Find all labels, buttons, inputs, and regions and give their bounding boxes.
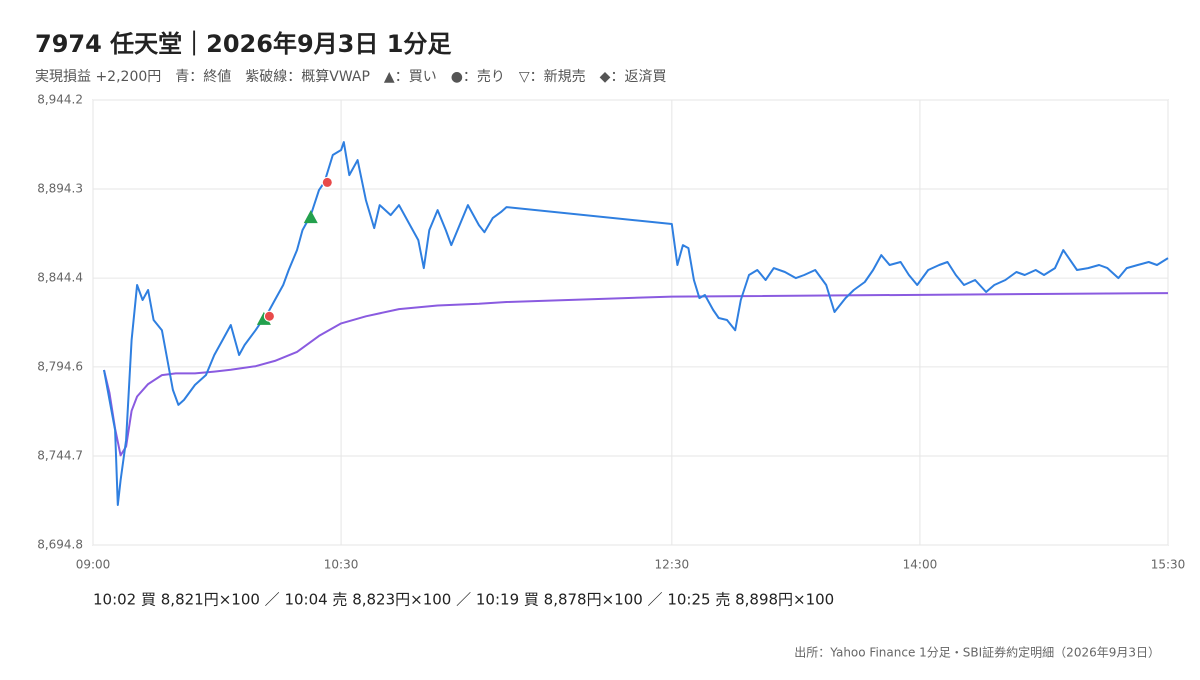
source: 出所：Yahoo Finance 1分足・SBI証券約定明細（2026年9月3日… bbox=[794, 645, 1160, 660]
y-tick-label: 8,894.3 bbox=[37, 182, 83, 196]
chart-subtitle: 実現損益 +2,200円 青：終値 紫破線：概算VWAP ▲：買い ●：売り ▽… bbox=[35, 69, 666, 85]
sell-marker bbox=[263, 310, 275, 322]
y-tick-label: 8,944.2 bbox=[37, 93, 83, 107]
x-tick-label: 09:00 bbox=[76, 558, 111, 572]
x-tick-label: 12:30 bbox=[655, 558, 690, 572]
plot-frame bbox=[92, 99, 1169, 546]
y-tick-label: 8,744.7 bbox=[37, 448, 83, 462]
chart-title: 7974 任天堂｜2026年9月3日 1分足 bbox=[35, 30, 451, 58]
x-tick-label: 15:30 bbox=[1151, 558, 1186, 572]
x-tick-label: 14:00 bbox=[903, 558, 938, 572]
sell-marker bbox=[321, 176, 333, 188]
y-tick-label: 8,844.4 bbox=[37, 271, 83, 285]
buy-marker bbox=[256, 311, 271, 325]
x-tick-label: 10:30 bbox=[324, 558, 359, 572]
y-tick-label: 8,694.8 bbox=[37, 538, 83, 552]
buy-marker bbox=[303, 210, 318, 224]
price-line bbox=[103, 141, 1169, 506]
trade-note: 10:02 買 8,821円×100 ／ 10:04 売 8,823円×100 … bbox=[93, 591, 834, 609]
y-tick-label: 8,794.6 bbox=[37, 359, 83, 373]
